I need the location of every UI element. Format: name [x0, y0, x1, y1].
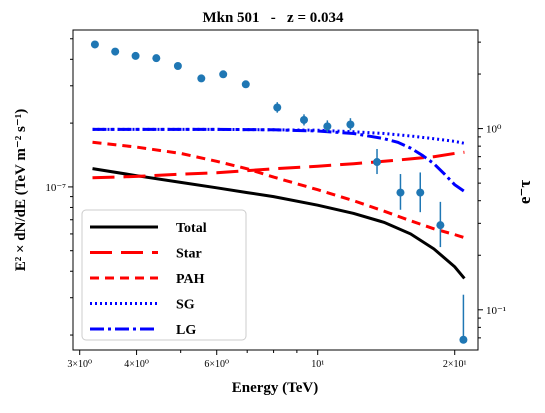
series-line-star: [92, 150, 465, 180]
data-point: [131, 51, 140, 60]
data-point: [152, 54, 161, 63]
right-tick-label: 10⁻¹: [486, 305, 506, 317]
series-line-total: [92, 167, 466, 280]
data-point: [299, 115, 308, 124]
legend-label-sg: SG: [176, 298, 195, 313]
legend-label-total: Total: [176, 221, 207, 236]
x-tick-label: 2×10¹: [443, 359, 467, 370]
legend-label-lg: LG: [176, 323, 196, 338]
data-point: [90, 40, 99, 49]
legend-label-pah: PAH: [176, 272, 205, 287]
legend: Total Star PAH SG LG: [81, 209, 247, 341]
right-tick-label: 10⁰: [486, 124, 502, 136]
right-y-axis-label: e⁻τ: [515, 180, 534, 205]
x-tick-label: 4×10⁰: [124, 359, 149, 370]
data-point: [416, 188, 425, 197]
x-tick-label: 10¹: [311, 359, 324, 370]
data-point: [396, 188, 405, 197]
left-tick-label: 10⁻⁷: [45, 182, 66, 194]
series-line-lg: [92, 127, 466, 193]
legend-box: [81, 209, 247, 341]
data-point: [436, 221, 445, 230]
x-tick-label: 6×10⁰: [204, 359, 229, 370]
data-point: [373, 158, 382, 167]
data-point: [241, 80, 250, 89]
data-point: [346, 120, 355, 129]
chart-title: Mkn 501 - z = 0.034: [202, 10, 344, 26]
data-point: [459, 335, 468, 344]
data-point: [111, 47, 120, 56]
data-point: [197, 74, 206, 83]
legend-label-star: Star: [176, 247, 202, 262]
x-tick-label: 3×10⁰: [67, 359, 92, 370]
data-point: [273, 103, 282, 112]
x-axis-label: Energy (TeV): [232, 380, 319, 396]
data-point: [219, 70, 228, 79]
series-line-pah: [92, 140, 465, 240]
left-y-axis-label: E² × dN/dE (TeV m⁻² s⁻¹): [13, 109, 29, 272]
plot-area-frame: [72, 29, 479, 351]
data-point: [323, 122, 332, 131]
data-point: [173, 61, 182, 70]
